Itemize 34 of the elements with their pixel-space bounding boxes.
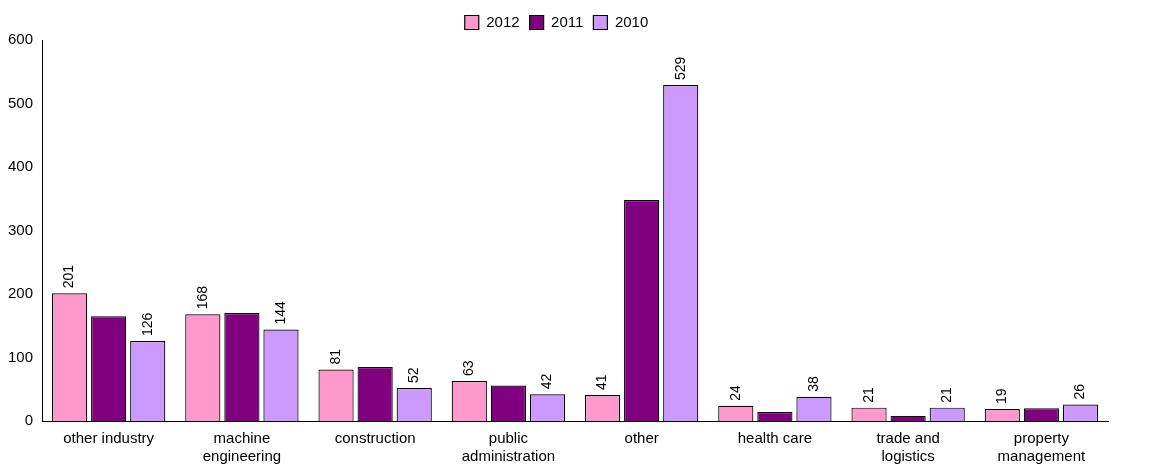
data-label: 81 <box>326 348 343 365</box>
y-tick-label: 100 <box>8 347 34 365</box>
data-label: 201 <box>60 264 77 289</box>
x-tick-label: construction <box>334 429 416 447</box>
data-label: 21 <box>859 386 876 403</box>
y-tick-label: 0 <box>24 411 34 429</box>
data-label: 26 <box>1071 383 1088 400</box>
data-label: 24 <box>726 384 743 401</box>
data-label: 529 <box>671 56 688 81</box>
data-label: 21 <box>938 386 955 403</box>
y-tick-label: 600 <box>8 30 34 48</box>
data-label: 144 <box>271 300 288 325</box>
legend-label: 2010 <box>614 12 649 30</box>
x-tick-label: machine engineering <box>202 429 282 465</box>
x-tick-label: other industry <box>63 429 155 447</box>
data-label: 168 <box>193 285 210 310</box>
y-tick-label: 200 <box>8 284 34 302</box>
data-label: 42 <box>538 373 555 390</box>
data-label: 52 <box>405 367 422 383</box>
data-label: 63 <box>460 360 477 376</box>
x-tick-label: trade and logistics <box>876 429 940 465</box>
y-tick-label: 400 <box>8 157 34 175</box>
y-tick-label: 500 <box>8 93 34 111</box>
legend-label: 2011 <box>551 12 584 30</box>
x-tick-label: health care <box>737 429 812 447</box>
legend-label: 2012 <box>486 12 520 30</box>
data-label: 126 <box>138 312 155 336</box>
y-tick-label: 300 <box>8 220 34 238</box>
x-tick-label: property management <box>997 429 1086 465</box>
x-tick-label: other <box>624 429 659 447</box>
data-label: 41 <box>593 374 610 390</box>
data-label: 38 <box>804 376 821 392</box>
x-tick-label: public administration <box>461 429 556 465</box>
data-label: 19 <box>993 388 1010 404</box>
